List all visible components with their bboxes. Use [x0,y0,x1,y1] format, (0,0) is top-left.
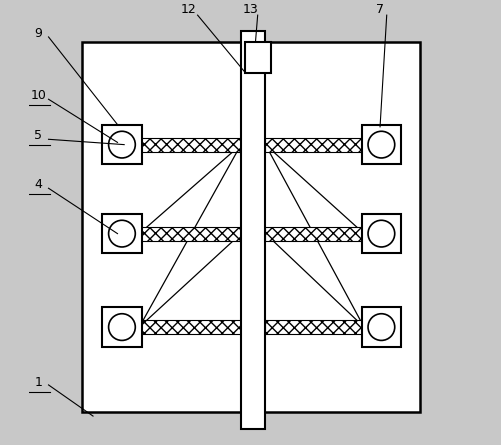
Bar [361,307,400,347]
Circle shape [367,131,394,158]
Bar [265,227,379,241]
Bar [124,227,240,241]
Bar [361,214,400,253]
Bar [265,320,379,334]
Text: 7: 7 [375,3,383,16]
Bar [124,320,240,334]
Text: 5: 5 [34,129,42,142]
Bar [124,138,240,152]
Bar [361,125,400,164]
Bar [102,307,141,347]
Text: 10: 10 [30,89,46,102]
Bar [240,31,265,429]
Circle shape [108,314,135,340]
Text: 12: 12 [180,3,196,16]
Text: 1: 1 [34,376,42,389]
Text: 4: 4 [34,178,42,191]
Circle shape [108,220,135,247]
Circle shape [367,314,394,340]
Text: 9: 9 [34,27,42,40]
Text: 13: 13 [242,3,259,16]
Circle shape [367,220,394,247]
Bar [244,42,271,73]
Bar [102,125,141,164]
Bar [82,42,419,412]
Circle shape [108,131,135,158]
Bar [265,138,379,152]
Bar [102,214,141,253]
